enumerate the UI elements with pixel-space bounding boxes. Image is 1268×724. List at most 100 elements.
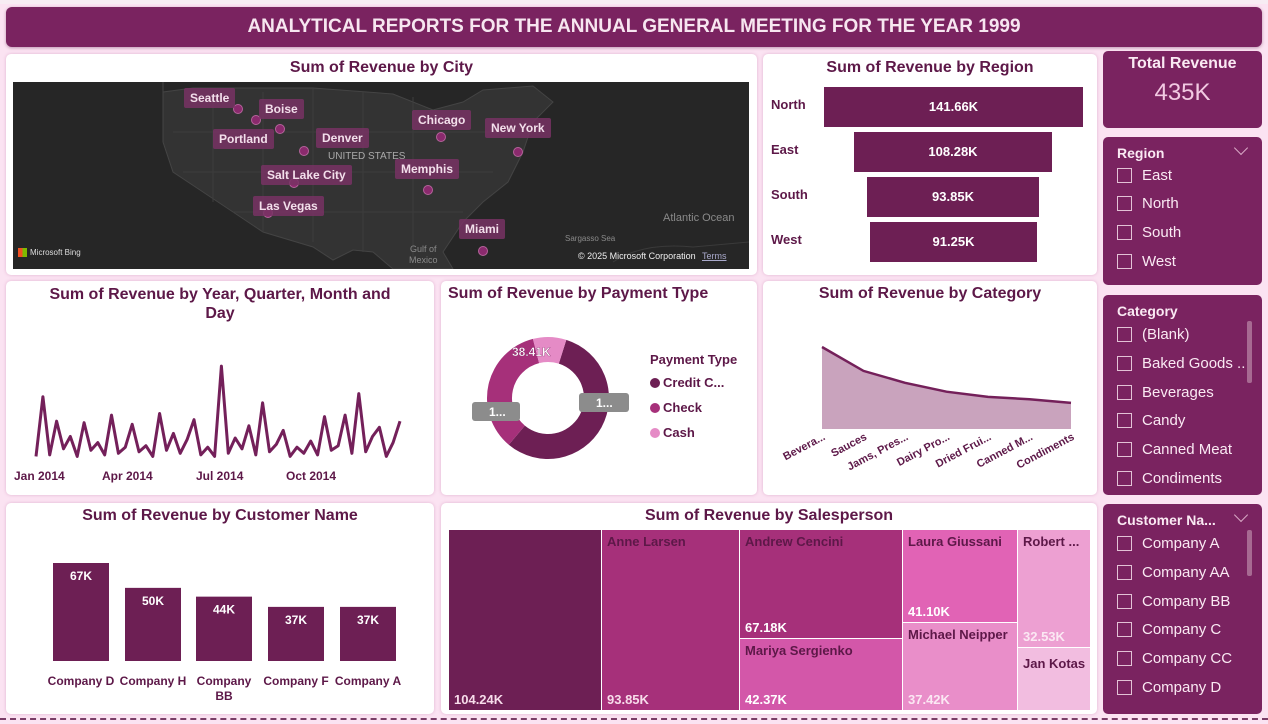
- salesperson-chart-title: Sum of Revenue by Salesperson: [644, 507, 894, 524]
- checkbox[interactable]: [1117, 385, 1132, 400]
- region-option-east[interactable]: East: [1117, 167, 1172, 184]
- payment-donut[interactable]: 1... 1... 38.41K: [441, 281, 757, 495]
- checkbox[interactable]: [1117, 225, 1132, 240]
- city-label-portland[interactable]: Portland: [213, 129, 274, 149]
- city-label-boise[interactable]: Boise: [259, 99, 304, 119]
- checkbox[interactable]: [1117, 168, 1132, 183]
- map-ocean-label: Atlantic Ocean: [663, 212, 735, 224]
- region-bar-west[interactable]: 91.25K: [870, 222, 1037, 262]
- city-dot-chicago[interactable]: [436, 132, 446, 142]
- donut-label-bg-credit: [579, 393, 629, 412]
- map-country-label: UNITED STATES: [328, 151, 406, 162]
- customer-option[interactable]: Company AA: [1117, 564, 1230, 581]
- customer-bar-chart[interactable]: 67K 50K 44K 37K 37K Company D Company H Comp…: [6, 503, 434, 714]
- customer-chart-card: Sum of Revenue by Customer Name 67K 50K 44…: [6, 503, 434, 714]
- city-dot-boise[interactable]: [251, 115, 261, 125]
- customer-option[interactable]: Company CC: [1117, 650, 1232, 667]
- bottom-strip: [0, 718, 1268, 724]
- revenue-line-series[interactable]: [34, 364, 402, 458]
- donut-slice-credit[interactable]: [508, 339, 609, 459]
- category-option[interactable]: Baked Goods ..: [1117, 355, 1245, 372]
- customer-option[interactable]: Company C: [1117, 621, 1221, 638]
- category-area-fill[interactable]: [822, 347, 1071, 429]
- city-dot-new-york[interactable]: [513, 147, 523, 157]
- treemap-cell-jan-kotas[interactable]: Jan Kotas: [1018, 648, 1090, 710]
- city-dot-denver[interactable]: [299, 146, 309, 156]
- region-slicer-title: Region: [1117, 145, 1165, 161]
- legend-item-credit[interactable]: Credit C...: [650, 375, 724, 390]
- category-option[interactable]: Candy: [1117, 412, 1185, 429]
- city-dot-portland[interactable]: [275, 124, 285, 134]
- region-row-south[interactable]: South 93.85K: [771, 177, 1101, 217]
- category-option[interactable]: Beverages: [1117, 384, 1214, 401]
- checkbox[interactable]: [1117, 356, 1132, 371]
- treemap-cell-laura-giussani[interactable]: Laura Giussani 41.10K: [903, 530, 1017, 622]
- chevron-down-icon[interactable]: [1233, 140, 1249, 156]
- region-row-east[interactable]: East 108.28K: [771, 132, 1101, 172]
- region-option-north[interactable]: North: [1117, 195, 1179, 212]
- customer-bar[interactable]: [340, 606, 396, 661]
- treemap-cell[interactable]: 104.24K: [449, 530, 601, 710]
- checkbox[interactable]: [1117, 680, 1132, 695]
- region-bar-east[interactable]: 108.28K: [854, 132, 1052, 172]
- category-option[interactable]: (Blank): [1117, 326, 1190, 343]
- checkbox[interactable]: [1117, 536, 1132, 551]
- region-row-west[interactable]: West 91.25K: [771, 222, 1101, 262]
- category-label: Company H: [120, 674, 187, 688]
- region-bar-south[interactable]: 93.85K: [867, 177, 1039, 217]
- treemap-cell-mariya-sergienko[interactable]: Mariya Sergienko 42.37K: [740, 639, 902, 710]
- checkbox[interactable]: [1117, 413, 1132, 428]
- checkbox[interactable]: [1117, 565, 1132, 580]
- checkbox[interactable]: [1117, 622, 1132, 637]
- treemap-cell-andrew-cencini[interactable]: Andrew Cencini 67.18K: [740, 530, 902, 638]
- chevron-down-icon[interactable]: [1233, 507, 1249, 523]
- city-label-miami[interactable]: Miami: [459, 219, 506, 239]
- checkbox[interactable]: [1117, 327, 1132, 342]
- customer-option[interactable]: Company D: [1117, 679, 1221, 696]
- checkbox[interactable]: [1117, 254, 1132, 269]
- city-label-new-york[interactable]: New York: [485, 118, 551, 138]
- city-dot-memphis[interactable]: [423, 185, 433, 195]
- checkbox[interactable]: [1117, 442, 1132, 457]
- checkbox[interactable]: [1117, 651, 1132, 666]
- city-label-seattle[interactable]: Seattle: [184, 88, 236, 108]
- city-label-las-vegas[interactable]: Las Vegas: [253, 196, 324, 216]
- category-area-line[interactable]: [821, 345, 1072, 405]
- treemap-cell-robert[interactable]: Robert ... 32.53K: [1018, 530, 1090, 647]
- treemap-cell-anne-larsen[interactable]: Anne Larsen 93.85K: [602, 530, 739, 710]
- city-dot-seattle[interactable]: [233, 104, 243, 114]
- checkbox[interactable]: [1117, 594, 1132, 609]
- option-label: Company AA: [1142, 564, 1230, 581]
- region-row-north[interactable]: North 141.66K: [771, 87, 1101, 127]
- category-option[interactable]: Canned Meat: [1117, 441, 1232, 458]
- customer-bar[interactable]: [268, 606, 324, 661]
- customer-option[interactable]: Company BB: [1117, 593, 1230, 610]
- donut-slice-cash[interactable]: [532, 337, 567, 364]
- data-label: 67K: [70, 569, 92, 583]
- city-label-denver[interactable]: Denver: [316, 128, 369, 148]
- customer-scrollbar[interactable]: [1247, 530, 1252, 576]
- customer-bar[interactable]: [53, 563, 109, 661]
- time-line-chart[interactable]: Jan 2014 Apr 2014 Jul 2014 Oct 2014: [6, 281, 434, 495]
- checkbox[interactable]: [1117, 471, 1132, 486]
- checkbox[interactable]: [1117, 196, 1132, 211]
- category-option[interactable]: Condiments: [1117, 470, 1222, 487]
- customer-bar[interactable]: [196, 596, 252, 661]
- legend-item-cash[interactable]: Cash: [650, 425, 695, 440]
- map-terms-link[interactable]: Terms: [702, 251, 727, 261]
- region-option-south[interactable]: South: [1117, 224, 1181, 241]
- category-scrollbar[interactable]: [1247, 321, 1252, 383]
- customer-option[interactable]: Company A: [1117, 535, 1220, 552]
- city-label-salt-lake-city[interactable]: Salt Lake City: [261, 165, 352, 185]
- donut-label-bg-check: [472, 402, 520, 421]
- legend-item-check[interactable]: Check: [650, 400, 702, 415]
- customer-bar[interactable]: [125, 587, 181, 661]
- city-dot-miami[interactable]: [478, 246, 488, 256]
- region-bar-north[interactable]: 141.66K: [824, 87, 1083, 127]
- treemap-cell-michael-neipper[interactable]: Michael Neipper 37.42K: [903, 623, 1017, 710]
- city-label-memphis[interactable]: Memphis: [395, 159, 460, 179]
- region-option-west[interactable]: West: [1117, 253, 1176, 270]
- city-map[interactable]: UNITED STATES Atlantic Ocean Sargasso Se…: [13, 82, 749, 269]
- city-label-chicago[interactable]: Chicago: [412, 110, 472, 130]
